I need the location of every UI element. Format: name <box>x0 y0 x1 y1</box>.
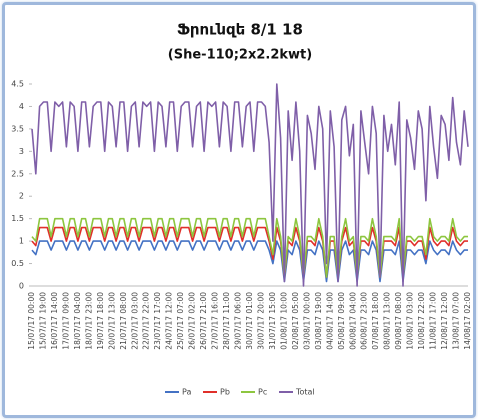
chart-title: Ֆրունզե 8/1 18 <box>177 21 303 39</box>
x-tick-label: 08/08/17 13:00 <box>383 292 392 350</box>
chart-subtitle: (She-110;2x2.2kwt) <box>168 48 312 63</box>
x-tick-label: 29/07/17 06:00 <box>234 292 243 350</box>
legend-label: Pa <box>182 388 191 397</box>
x-tick-label: 22/07/17 03:00 <box>130 292 139 350</box>
y-tick-label: 3.5 <box>11 124 24 133</box>
x-tick-label: 16/07/17 14:00 <box>50 292 59 350</box>
x-tick-label: 18/07/17 23:00 <box>84 292 93 350</box>
x-tick-label: 28/07/17 11:00 <box>222 292 231 350</box>
x-tick-label: 21/07/17 08:00 <box>119 292 128 350</box>
x-tick-label: 12/08/17 12:00 <box>440 292 449 350</box>
series-line <box>31 226 468 278</box>
y-tick-label: 2 <box>19 192 24 201</box>
series-line <box>31 240 468 283</box>
legend-label: Total <box>295 388 315 397</box>
x-tick-label: 02/08/17 05:00 <box>291 292 300 350</box>
x-tick-label: 04/08/17 14:00 <box>325 292 334 350</box>
x-tick-label: 31/07/17 15:00 <box>268 292 277 350</box>
x-tick-label: 10/08/17 22:00 <box>417 292 426 350</box>
x-tick-label: 07/08/17 18:00 <box>371 292 380 350</box>
y-tick-label: 0 <box>19 282 24 291</box>
x-tick-label: 03/08/17 19:00 <box>314 292 323 350</box>
x-tick-label: 24/07/17 12:00 <box>165 292 174 350</box>
x-tick-label: 26/07/17 02:00 <box>188 292 197 350</box>
legend-label: Pc <box>258 388 267 397</box>
x-tick-label: 17/07/17 09:00 <box>61 292 70 350</box>
y-tick-label: 1 <box>19 237 24 246</box>
y-tick-label: 4.5 <box>11 80 24 89</box>
x-tick-label: 03/08/17 00:00 <box>302 292 311 350</box>
x-tick-label: 26/07/17 21:00 <box>199 292 208 350</box>
y-tick-label: 4 <box>19 102 24 111</box>
x-tick-label: 14/08/17 02:00 <box>463 292 472 350</box>
x-tick-label: 23/07/17 17:00 <box>153 292 162 350</box>
y-tick-label: 2.5 <box>11 169 24 178</box>
x-tick-label: 13/08/17 07:00 <box>452 292 461 350</box>
x-tick-label: 25/07/17 07:00 <box>176 292 185 350</box>
x-tick-label: 06/08/17 23:00 <box>360 292 369 350</box>
series-line <box>31 83 469 287</box>
x-tick-label: 10/08/17 03:00 <box>406 292 415 350</box>
x-tick-label: 01/08/17 10:00 <box>279 292 288 350</box>
x-tick-label: 22/07/17 22:00 <box>142 292 151 350</box>
x-tick-label: 05/08/17 09:00 <box>337 292 346 350</box>
x-tick-label: 06/08/17 04:00 <box>348 292 357 350</box>
x-tick-label: 11/08/17 17:00 <box>429 292 438 350</box>
x-tick-label: 30/07/17 20:00 <box>256 292 265 350</box>
x-tick-label: 19/07/17 18:00 <box>96 292 105 350</box>
x-tick-label: 30/07/17 01:00 <box>245 292 254 350</box>
y-tick-label: 0.5 <box>11 259 24 268</box>
x-tick-label: 18/07/17 04:00 <box>73 292 82 350</box>
x-tick-label: 15/07/17 19:00 <box>38 292 47 350</box>
series-line <box>31 217 468 278</box>
x-tick-label: 27/07/17 16:00 <box>211 292 220 350</box>
x-tick-label: 15/07/17 00:00 <box>27 292 36 350</box>
x-tick-label: 09/08/17 08:00 <box>394 292 403 350</box>
y-tick-label: 1.5 <box>11 214 24 223</box>
y-tick-label: 3 <box>19 147 24 156</box>
legend-label: Pb <box>220 388 230 397</box>
x-tick-label: 20/07/17 13:00 <box>107 292 116 350</box>
